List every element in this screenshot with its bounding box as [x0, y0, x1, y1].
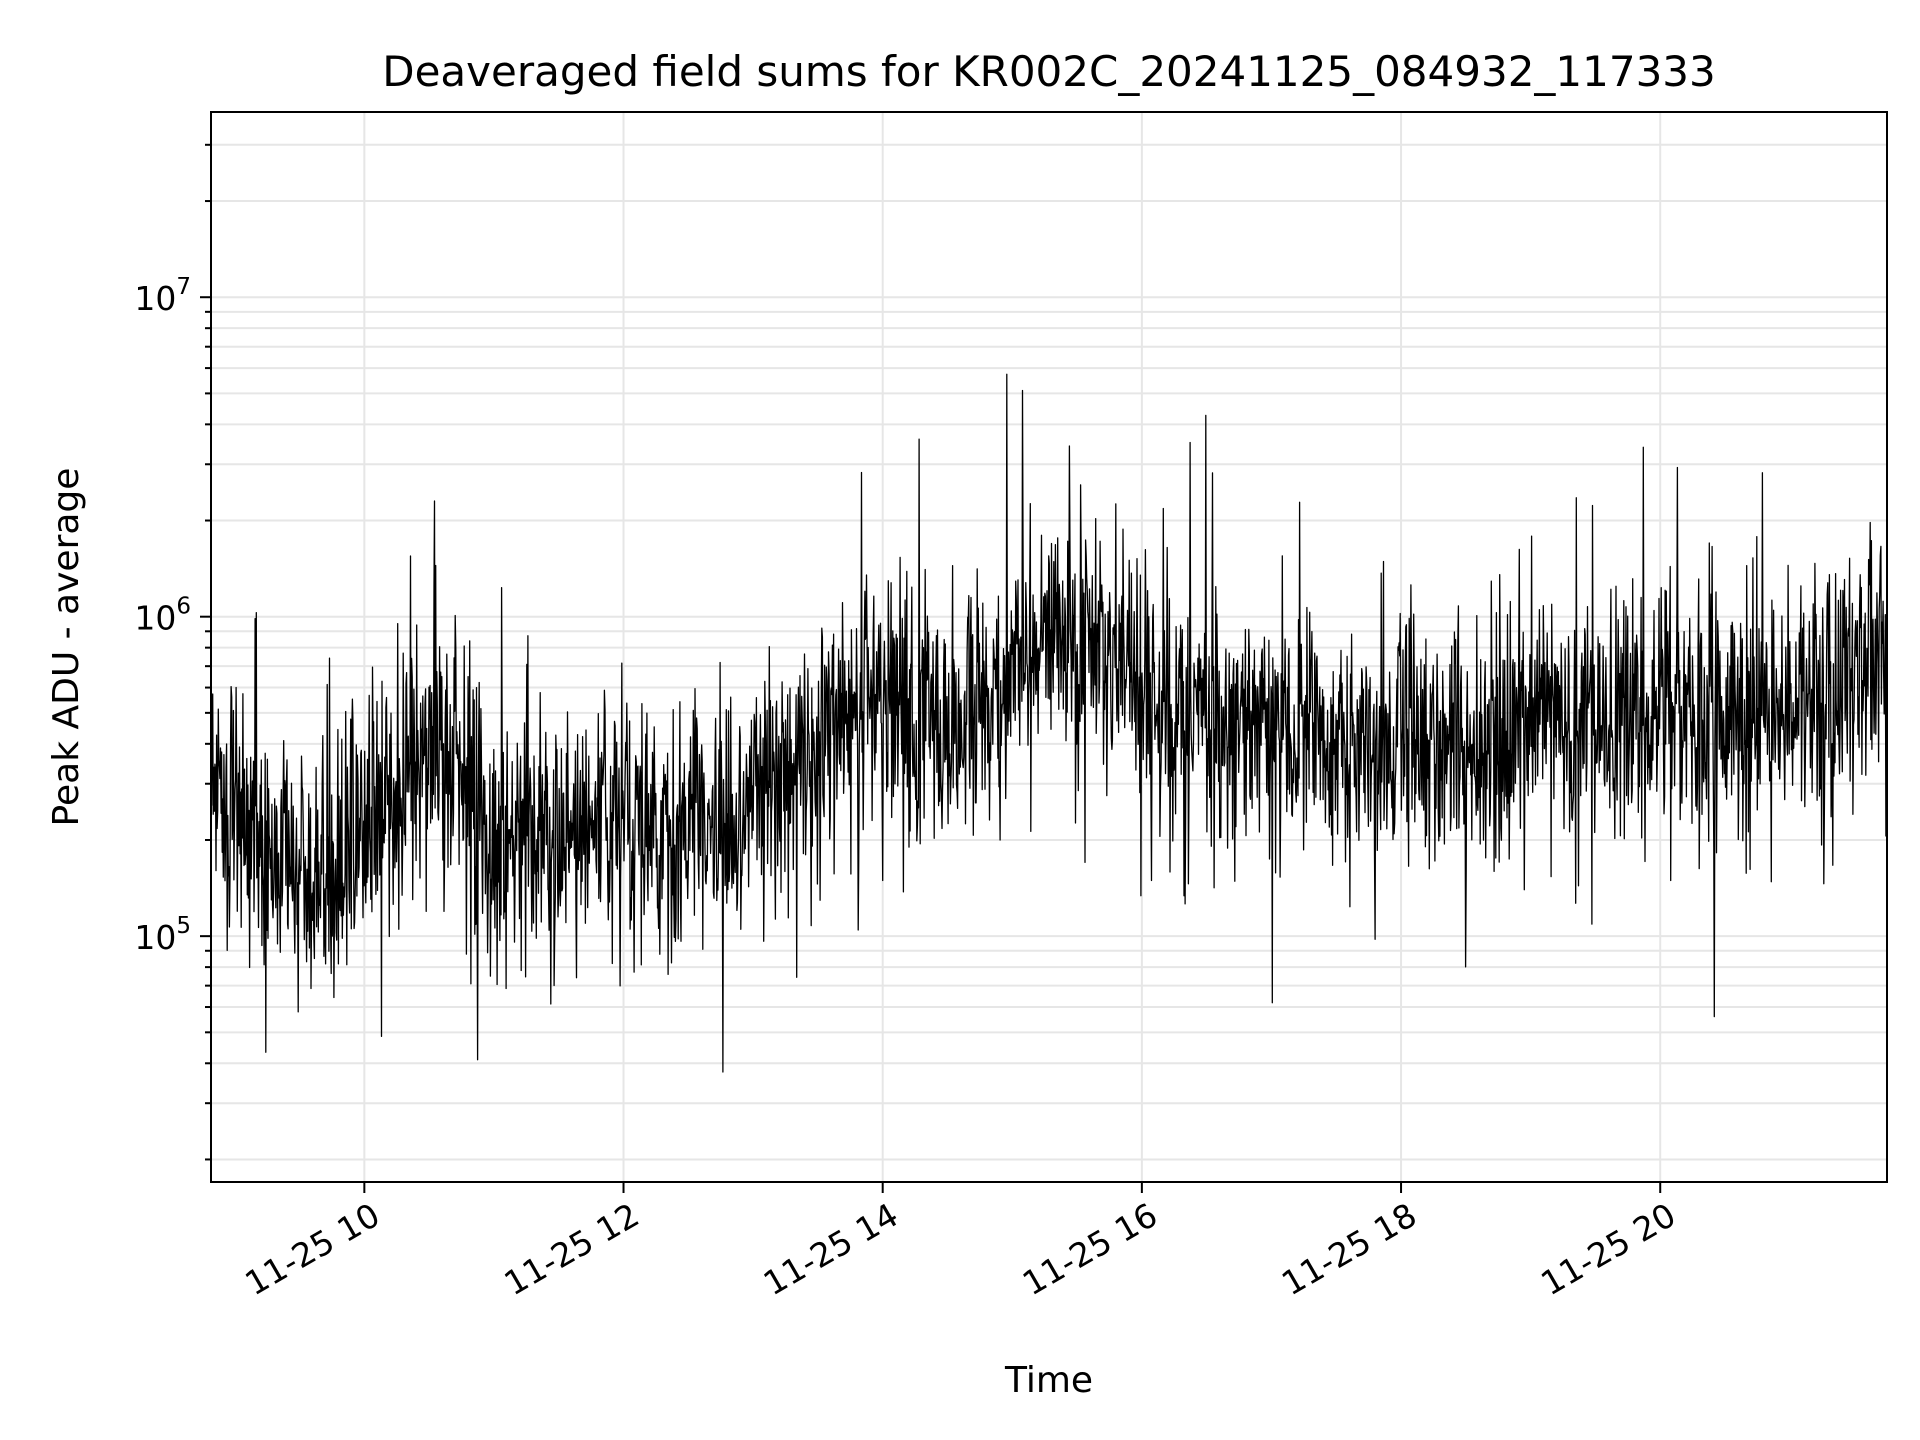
series-path [210, 373, 1888, 1073]
y-axis-label: Peak ADU - average [46, 468, 87, 827]
series-line [210, 373, 1888, 1073]
x-axis-label: Time [1004, 1360, 1093, 1401]
chart-title: Deaveraged field sums for KR002C_2024112… [382, 47, 1716, 96]
